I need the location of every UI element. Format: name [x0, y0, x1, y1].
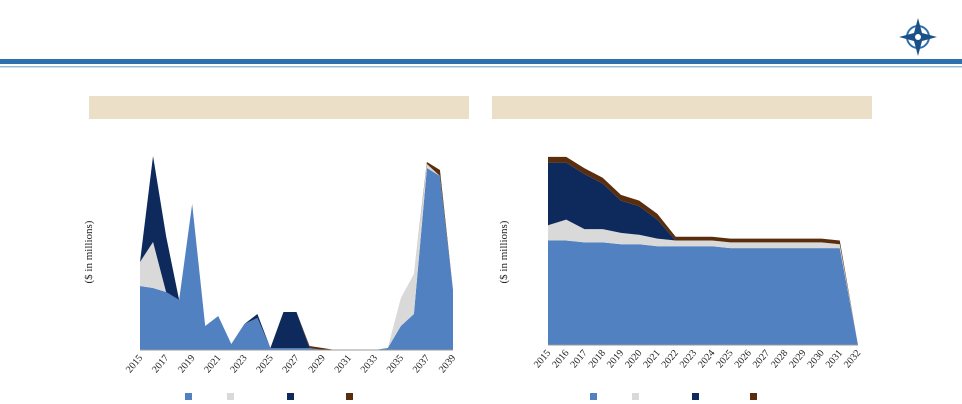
x-tick-label: 2025: [254, 353, 275, 375]
x-tick-label: 2019: [176, 353, 197, 375]
legend-swatch: [692, 393, 699, 400]
legend-swatch: [227, 393, 234, 400]
x-tick-label: 2031: [824, 348, 845, 370]
panel-header: [492, 96, 872, 119]
x-tick-label: 2039: [437, 353, 458, 375]
area: [548, 219, 858, 345]
y-axis-label: ($ in millions): [498, 220, 510, 283]
x-tick-label: 2037: [411, 353, 432, 375]
x-tick-label: 2017: [568, 348, 589, 370]
x-tick-label: 2015: [124, 353, 145, 375]
x-tick-label: 2018: [587, 348, 608, 370]
area: [140, 168, 453, 350]
x-tick-label: 2028: [769, 348, 790, 370]
x-tick-label: 2032: [842, 348, 863, 370]
legend-swatch: [750, 393, 757, 400]
legend-swatch: [346, 393, 353, 400]
x-tick-label: 2035: [385, 353, 406, 375]
legend-swatch: [632, 393, 639, 400]
x-tick-label: 2026: [733, 348, 754, 370]
x-tick-label: 2023: [228, 353, 249, 375]
x-tick-label: 2016: [550, 348, 571, 370]
x-tick-label: 2020: [623, 348, 644, 370]
x-tick-label: 2029: [307, 353, 328, 375]
area: [548, 162, 858, 345]
header-bar: [0, 59, 962, 64]
x-tick-label: 2029: [787, 348, 808, 370]
header-rule: [0, 66, 962, 68]
x-tick-label: 2015: [532, 348, 553, 370]
x-tick-label: 2027: [281, 353, 302, 375]
logo: [899, 18, 937, 56]
x-tick-label: 2023: [678, 348, 699, 370]
x-tick-label: 2017: [150, 353, 171, 375]
x-tick-label: 2033: [359, 353, 380, 375]
legend-swatch: [590, 393, 597, 400]
legend-swatch: [185, 393, 192, 400]
x-tick-label: 2021: [202, 353, 223, 375]
x-tick-label: 2025: [714, 348, 735, 370]
x-tick-label: 2022: [660, 348, 681, 370]
x-tick-label: 2021: [641, 348, 662, 370]
y-axis-label: ($ in millions): [83, 220, 95, 283]
x-tick-label: 2019: [605, 348, 626, 370]
legend-swatch: [287, 393, 294, 400]
x-tick-label: 2031: [333, 353, 354, 375]
x-tick-label: 2024: [696, 348, 717, 370]
panel-header: [89, 96, 469, 119]
x-tick-label: 2027: [751, 348, 772, 370]
area: [548, 240, 858, 345]
x-tick-label: 2030: [806, 348, 827, 370]
